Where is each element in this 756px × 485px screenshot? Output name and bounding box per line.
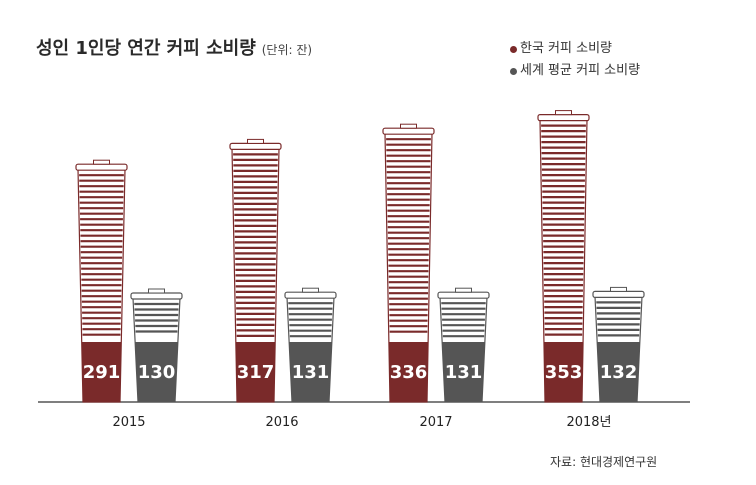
data-label: 336 bbox=[390, 362, 428, 383]
cup-lid-top bbox=[610, 286, 627, 292]
legend-dot-korea bbox=[510, 45, 517, 53]
chart-title-row: 성인 1인당 연간 커피 소비량 (단위: 잔) bbox=[36, 34, 312, 60]
cup-lid bbox=[130, 292, 183, 300]
data-label: 291 bbox=[83, 362, 121, 383]
data-label: 132 bbox=[600, 362, 638, 383]
data-label: 353 bbox=[545, 362, 583, 383]
cup-lid bbox=[437, 291, 490, 299]
legend-dot-world bbox=[510, 67, 517, 75]
chart-subtitle: (단위: 잔) bbox=[261, 43, 313, 57]
cup-bar: 353 bbox=[537, 110, 590, 403]
legend-item-korea: 한국 커피 소비량 bbox=[510, 38, 640, 60]
cup-bar: 131 bbox=[284, 287, 337, 403]
x-tick-label: 2015 bbox=[112, 415, 145, 430]
cup-lid-top bbox=[93, 159, 110, 165]
cup-lid bbox=[537, 113, 590, 122]
legend: 한국 커피 소비량 세계 평균 커피 소비량 bbox=[510, 38, 640, 82]
data-label: 131 bbox=[445, 362, 483, 383]
cup-lid-top bbox=[555, 110, 572, 116]
cup-bar: 336 bbox=[382, 123, 435, 403]
cup-lid-top bbox=[247, 138, 264, 144]
cup-lid bbox=[75, 163, 128, 171]
chart-title: 성인 1인당 연간 커피 소비량 bbox=[36, 38, 256, 59]
cup-lid bbox=[229, 142, 282, 150]
cup-bar: 131 bbox=[437, 287, 490, 403]
cup-lid-top bbox=[400, 123, 417, 129]
data-label: 130 bbox=[138, 362, 176, 383]
cup-sleeve bbox=[135, 342, 178, 402]
cup-bar: 130 bbox=[130, 288, 183, 403]
x-tick-label: 2018년 bbox=[566, 415, 611, 430]
cup-sleeve bbox=[442, 342, 485, 402]
cup-bar: 132 bbox=[592, 286, 645, 403]
cup-sleeve bbox=[289, 342, 332, 402]
legend-item-world: 세계 평균 커피 소비량 bbox=[510, 60, 640, 82]
legend-label-world: 세계 평균 커피 소비량 bbox=[520, 63, 641, 78]
cup-bar: 291 bbox=[75, 159, 128, 403]
cup-sleeve bbox=[543, 342, 584, 402]
x-tick-label: 2017 bbox=[419, 415, 452, 430]
data-label: 131 bbox=[292, 362, 330, 383]
cup-lid-top bbox=[302, 287, 319, 293]
cup-bar: 317 bbox=[229, 138, 282, 403]
x-tick-label: 2016 bbox=[265, 415, 298, 430]
data-label: 317 bbox=[237, 362, 275, 383]
source-note: 자료: 현대경제연구원 bbox=[550, 455, 658, 469]
cup-lid-top bbox=[455, 287, 472, 293]
cup-sleeve bbox=[81, 342, 122, 402]
cup-lid-top bbox=[148, 288, 165, 294]
cup-lid bbox=[592, 290, 645, 298]
cup-sleeve bbox=[235, 342, 276, 402]
cup-sleeve bbox=[388, 342, 429, 402]
cup-lid bbox=[382, 127, 435, 135]
cup-sleeve bbox=[597, 342, 640, 402]
legend-label-korea: 한국 커피 소비량 bbox=[520, 41, 612, 56]
cup-lid bbox=[284, 291, 337, 299]
